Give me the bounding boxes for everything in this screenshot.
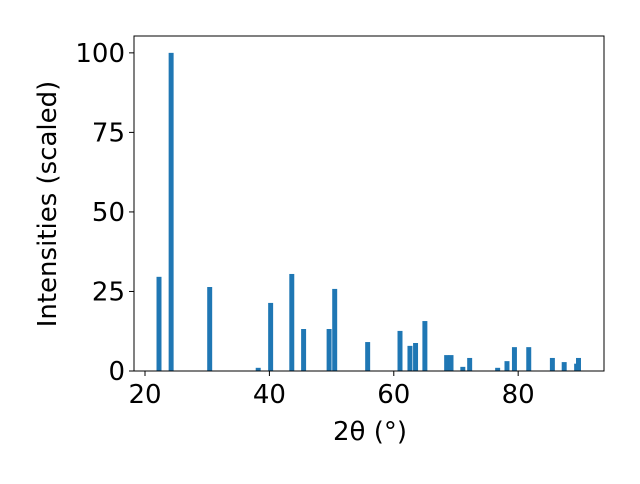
- bar: [561, 362, 567, 371]
- plot-frame: [133, 35, 605, 372]
- bar: [460, 366, 466, 371]
- bar: [576, 357, 581, 371]
- bar: [332, 288, 338, 371]
- bar: [413, 343, 419, 371]
- bar: [207, 287, 213, 371]
- bar: [467, 357, 473, 371]
- x-tick-label: 80: [502, 380, 535, 410]
- bar: [326, 329, 332, 371]
- bar: [397, 330, 403, 371]
- y-tick-label: 75: [92, 118, 125, 148]
- x-axis-label: 2θ (°): [333, 417, 407, 447]
- y-tick-label: 0: [108, 357, 125, 387]
- bar: [495, 367, 501, 371]
- x-tick-label: 60: [377, 380, 410, 410]
- bar: [444, 355, 450, 371]
- bar: [301, 329, 307, 371]
- bar: [448, 355, 454, 371]
- bar: [407, 345, 413, 371]
- bar: [365, 342, 371, 371]
- bar: [289, 273, 295, 371]
- x-tick-label: 40: [253, 380, 286, 410]
- bar: [255, 367, 261, 371]
- bar: [549, 357, 555, 371]
- y-tick-label: 100: [75, 39, 125, 69]
- bar: [168, 52, 174, 371]
- y-tick-label: 50: [92, 198, 125, 228]
- bar: [511, 347, 517, 371]
- y-tick-label: 25: [92, 277, 125, 307]
- bar: [156, 276, 162, 371]
- bar: [526, 347, 532, 371]
- bar: [268, 302, 274, 371]
- bar: [422, 321, 428, 371]
- y-axis-label: Intensities (scaled): [33, 81, 63, 328]
- bar: [504, 361, 510, 371]
- x-tick-label: 20: [128, 380, 161, 410]
